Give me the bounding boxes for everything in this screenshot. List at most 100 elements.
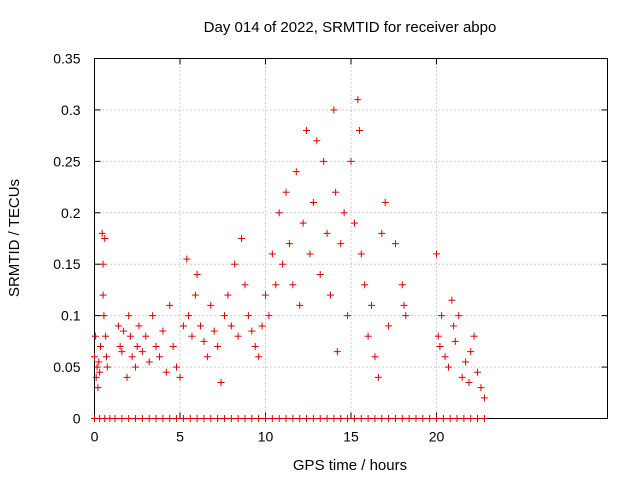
data-point [350, 219, 358, 227]
data-point [462, 358, 470, 366]
data-point [347, 157, 355, 165]
data-point [378, 415, 386, 422]
data-point [262, 291, 269, 299]
data-point [344, 415, 352, 422]
y-tick-label: 0.1 [61, 308, 81, 324]
data-point [309, 199, 317, 206]
data-point [433, 250, 440, 258]
data-point [354, 96, 362, 104]
data-point [262, 415, 269, 422]
data-point [224, 291, 232, 299]
data-point [419, 415, 427, 422]
data-point [183, 255, 191, 263]
data-point [227, 415, 235, 422]
axis-ticks: 0 5 10 15 20 0 0.05 0.1 0.15 0.2 0.25 0.3 0.35 [53, 51, 608, 445]
data-point [441, 353, 449, 361]
data-point [265, 312, 273, 320]
data-point [207, 415, 215, 422]
x-tick-label: 5 [176, 429, 184, 445]
data-point [214, 415, 222, 422]
y-tick-label: 0.15 [53, 256, 80, 272]
data-point [238, 235, 246, 242]
data-point [99, 291, 107, 299]
y-axis-label: SRMTID / TECUs [6, 179, 23, 297]
data-point [391, 240, 399, 248]
data-point [99, 260, 107, 268]
grid [94, 58, 608, 419]
data-point [282, 188, 290, 196]
data-point [179, 415, 187, 422]
data-point [166, 415, 174, 422]
data-point [467, 348, 475, 356]
data-point [289, 415, 297, 422]
data-point [453, 415, 461, 422]
data-point [123, 373, 131, 381]
data-marks [91, 96, 488, 422]
data-point [92, 373, 100, 381]
y-tick-label: 0 [73, 411, 81, 427]
data-point [251, 343, 259, 350]
data-point [138, 415, 146, 422]
data-point [159, 415, 167, 422]
data-point [162, 368, 170, 376]
data-point [439, 415, 447, 422]
y-tick-label: 0.3 [61, 102, 81, 118]
y-tick-label: 0.05 [53, 359, 80, 375]
data-point [330, 106, 338, 114]
data-point [125, 312, 133, 320]
x-tick-label: 0 [91, 429, 99, 445]
data-point [306, 250, 314, 258]
data-point [296, 301, 304, 309]
data-point [303, 127, 311, 134]
data-point [149, 312, 157, 320]
data-point [275, 209, 283, 217]
data-point [470, 332, 478, 340]
data-point [364, 332, 372, 340]
data-point [364, 415, 372, 422]
data-point [116, 343, 124, 350]
data-point [193, 415, 201, 422]
data-point [289, 281, 297, 289]
data-point [193, 271, 201, 278]
data-point [340, 209, 348, 217]
data-point [323, 415, 331, 422]
data-point [248, 327, 256, 335]
data-point [272, 281, 280, 289]
data-point [474, 368, 482, 376]
data-point [255, 415, 263, 422]
data-point [91, 332, 99, 340]
data-point [91, 353, 98, 361]
y-tick-label: 0.35 [53, 51, 80, 67]
data-point [296, 415, 304, 422]
data-point [179, 322, 187, 330]
data-point [135, 322, 143, 330]
data-point [166, 301, 174, 309]
data-point [412, 415, 420, 422]
data-point [292, 168, 300, 176]
data-point [320, 157, 328, 165]
data-point [460, 415, 468, 422]
data-point [446, 415, 454, 422]
data-point [402, 312, 410, 320]
data-point [207, 301, 215, 309]
data-point [357, 415, 365, 422]
series-0 [91, 96, 488, 402]
series-1 [91, 415, 488, 422]
data-point [400, 301, 408, 309]
data-point [114, 322, 122, 330]
data-point [332, 188, 340, 196]
data-point [398, 415, 406, 422]
data-point [96, 343, 104, 350]
data-point [234, 332, 242, 340]
data-point [231, 260, 239, 268]
data-point [398, 281, 406, 289]
data-point [241, 415, 249, 422]
data-point [268, 250, 276, 258]
data-point [220, 312, 228, 320]
data-point [268, 415, 276, 422]
data-point [214, 343, 222, 350]
data-point [480, 394, 488, 402]
data-point [450, 322, 458, 330]
data-point [188, 332, 196, 340]
data-point [258, 322, 266, 330]
